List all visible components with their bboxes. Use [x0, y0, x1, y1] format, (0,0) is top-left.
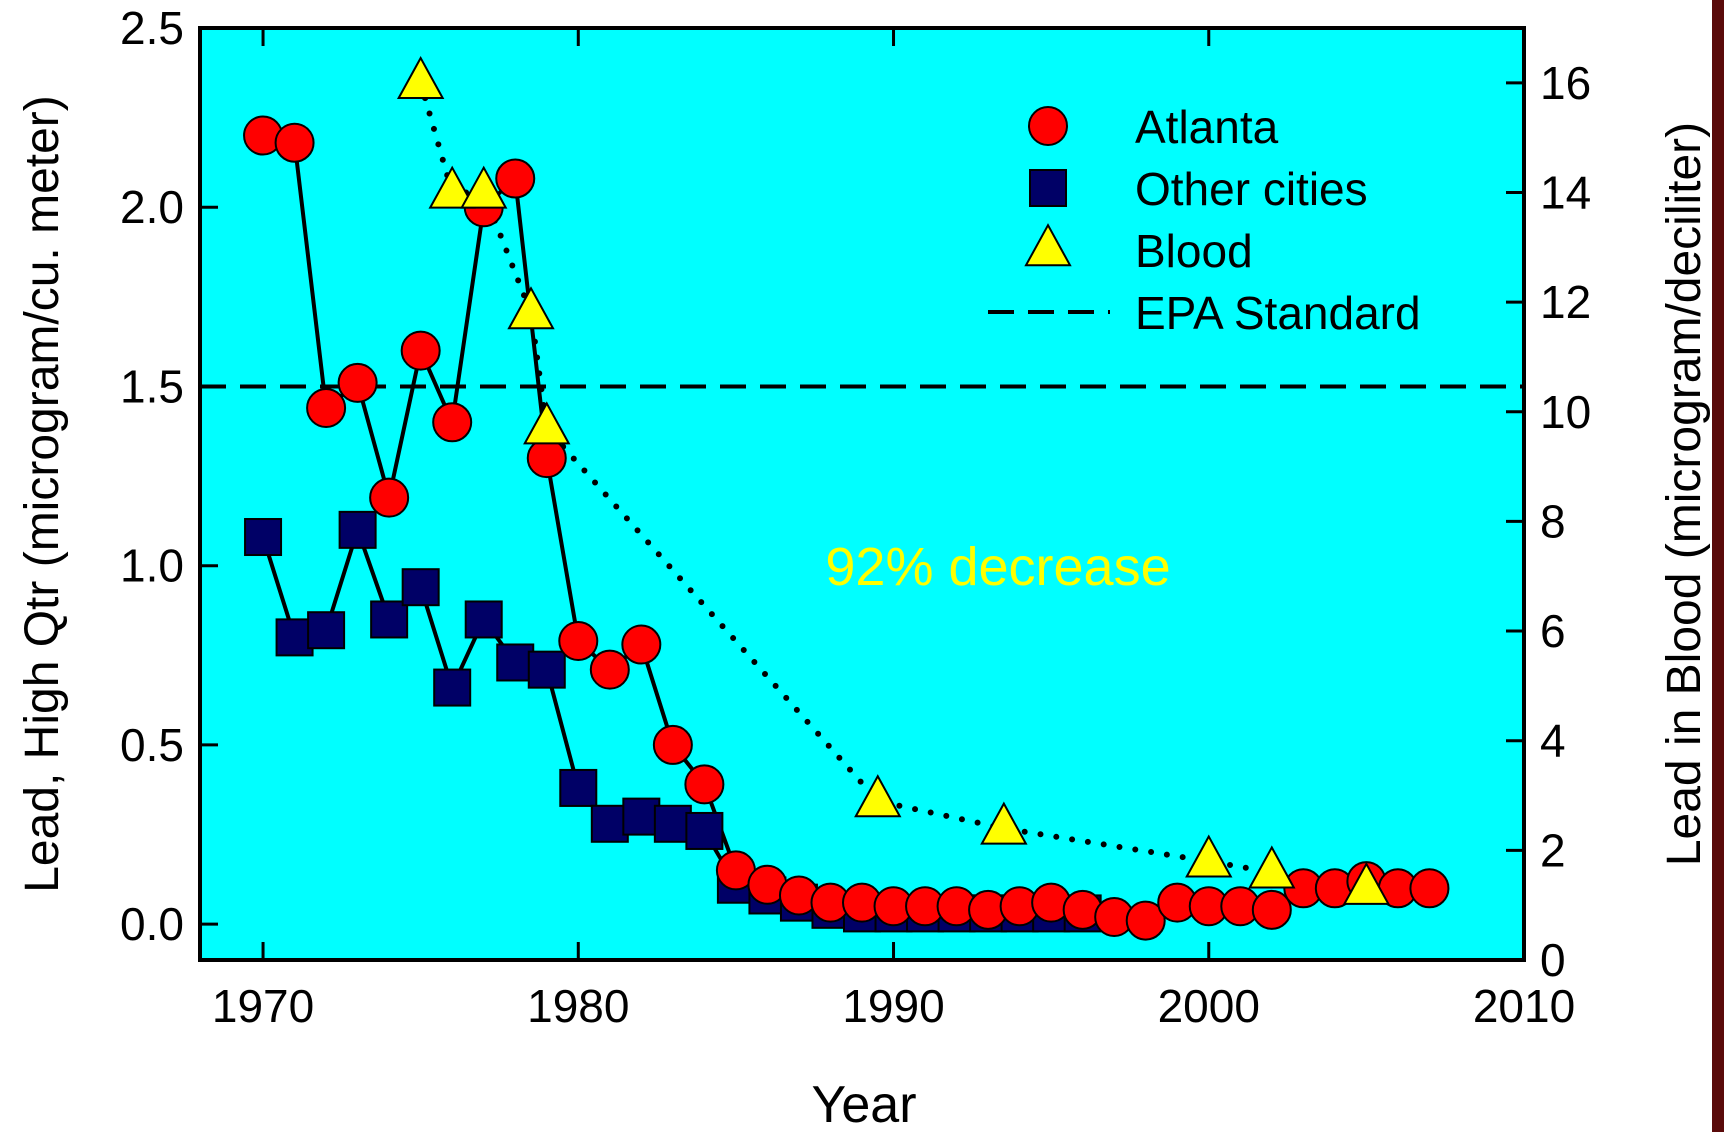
right-y-tick-label: 12	[1540, 276, 1591, 328]
blood-point	[523, 401, 571, 445]
right-y-tick-label: 8	[1540, 495, 1566, 547]
other-cities-point	[464, 600, 503, 639]
other-cities-point	[559, 768, 598, 807]
other-cities-point	[244, 518, 283, 557]
right-y-tick-label: 10	[1540, 386, 1591, 438]
x-tick-label: 1970	[212, 980, 314, 1032]
other-cities-point	[433, 668, 472, 707]
left-y-tick-label: 2.0	[120, 181, 184, 233]
x-tick-label: 1980	[527, 980, 629, 1032]
other-cities-point	[496, 643, 535, 682]
legend-atlanta-label: Atlanta	[1135, 101, 1279, 153]
left-y-axis-label: Lead, High Qtr (microgram/cu. meter)	[16, 95, 69, 893]
x-tick-label: 2000	[1158, 980, 1260, 1032]
other-cities-point	[275, 618, 314, 657]
atlanta-point	[1125, 900, 1166, 941]
legend-blood-symbol	[1024, 223, 1072, 267]
legend-atlanta-symbol	[1028, 106, 1068, 146]
blood-point	[460, 165, 508, 209]
atlanta-point	[369, 477, 410, 518]
atlanta-point	[432, 402, 473, 443]
legend-epa-standard-label: EPA Standard	[1135, 287, 1421, 339]
annotation-92-decrease: 92% decrease	[825, 537, 1170, 597]
blood-point	[1342, 861, 1391, 905]
blood-series-line	[417, 79, 1370, 892]
atlanta-point	[652, 724, 693, 765]
left-y-tick-label: 2.5	[120, 2, 184, 54]
atlanta-point	[684, 764, 725, 805]
right-y-tick-label: 4	[1540, 715, 1566, 767]
atlanta-point	[589, 649, 630, 690]
other-cities-point	[401, 568, 440, 607]
atlanta-point	[1251, 889, 1292, 930]
other-cities-point	[653, 804, 692, 843]
atlanta-point	[306, 387, 347, 428]
other-cities-point	[307, 611, 346, 650]
series-markers-layer	[243, 55, 1450, 941]
atlanta-point	[1409, 868, 1450, 909]
other-cities-point	[370, 600, 409, 639]
left-y-tick-label: 1.0	[120, 540, 184, 592]
right-edge-border	[1712, 0, 1724, 1132]
right-y-tick-label: 0	[1540, 934, 1566, 986]
other-cities-point	[338, 510, 377, 549]
axes-layer: 1970 1980 1990 2000 2010 0.0 0.5 1.0 1.5 2.0 2.5 0 2…	[120, 2, 1591, 1032]
blood-point	[1248, 845, 1296, 889]
legend-other-cities-label: Other cities	[1135, 163, 1368, 215]
blood-point	[396, 55, 445, 100]
right-y-axis-label: Lead in Blood (microgram/deciliter)	[1658, 122, 1711, 866]
blood-point	[980, 801, 1028, 845]
legend-other-cities-symbol	[1029, 169, 1067, 207]
right-y-tick-label: 2	[1540, 824, 1566, 876]
blood-point	[507, 286, 555, 330]
other-cities-point	[685, 811, 724, 850]
left-y-tick-label: 0.5	[120, 719, 184, 771]
blood-point	[428, 165, 476, 209]
x-tick-label: 1990	[842, 980, 944, 1032]
blood-point	[854, 774, 902, 818]
right-y-tick-label: 6	[1540, 605, 1566, 657]
x-axis-label: Year	[811, 1076, 916, 1132]
atlanta-point	[526, 438, 567, 479]
right-y-tick-label: 14	[1540, 166, 1591, 218]
blood-point	[1185, 834, 1233, 878]
atlanta-point	[274, 122, 315, 163]
other-cities-point	[590, 804, 629, 843]
x-tick-label: 2010	[1473, 980, 1575, 1032]
atlanta-point	[337, 362, 378, 403]
left-y-tick-label: 0.0	[120, 898, 184, 950]
other-cities-point	[527, 650, 566, 689]
right-y-tick-label: 16	[1540, 57, 1591, 109]
atlanta-point	[400, 330, 441, 371]
other-cities-point	[622, 797, 661, 836]
atlanta-point	[621, 624, 662, 665]
legend: Atlanta Other cities Blood EPA Standard	[988, 101, 1421, 339]
atlanta-point	[495, 158, 536, 199]
left-y-tick-label: 1.5	[120, 360, 184, 412]
atlanta-point	[558, 620, 599, 661]
legend-blood-label: Blood	[1135, 225, 1253, 277]
